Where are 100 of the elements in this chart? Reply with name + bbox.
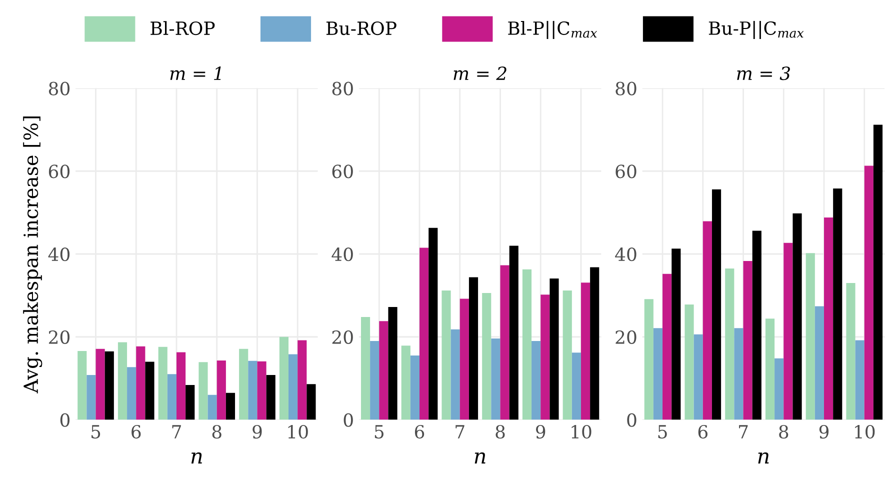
legend-label: Bl-P||C$_{max}$: [508, 20, 598, 39]
bar: [370, 341, 380, 420]
bar: [86, 375, 96, 420]
x-tick-label: 6: [414, 424, 424, 439]
bar: [78, 350, 87, 420]
x-tick-label: 6: [698, 424, 708, 439]
x-tick-label: 5: [374, 425, 384, 439]
x-tick-label: 8: [779, 424, 788, 439]
bar: [572, 352, 581, 420]
bar: [208, 394, 217, 420]
legend-label: Bu-P||C$_{max}$: [708, 20, 804, 39]
y-tick-label: 60: [48, 164, 70, 178]
bar: [653, 328, 663, 420]
bar: [401, 346, 410, 420]
bar: [662, 274, 672, 420]
bar: [379, 321, 388, 420]
x-tick-label: 9: [536, 424, 546, 439]
bar: [725, 268, 734, 420]
bar: [306, 384, 316, 420]
bar: [239, 348, 248, 420]
bar: [442, 290, 451, 420]
y-axis-title: Avg. makespan increase [%]: [23, 116, 42, 394]
bar: [428, 228, 438, 420]
y-tick-label: 40: [615, 247, 636, 262]
x-tick-label: 10: [855, 424, 875, 439]
bar: [167, 374, 176, 420]
bar: [833, 188, 842, 420]
bar: [814, 306, 824, 420]
y-tick-label: 20: [48, 330, 70, 344]
x-axis-title: n: [191, 452, 202, 464]
x-axis-title: n: [474, 452, 486, 464]
bar: [509, 246, 518, 420]
bar: [127, 367, 136, 420]
bar: [410, 356, 420, 420]
x-tick-label: 8: [212, 424, 222, 439]
y-tick-label: 80: [616, 82, 636, 96]
bar: [590, 267, 600, 420]
x-axis-title: n: [758, 452, 769, 464]
x-tick-label: 7: [739, 425, 748, 438]
bar: [158, 346, 168, 420]
x-tick-label: 9: [819, 424, 829, 439]
chart-title: m = 2: [454, 66, 506, 80]
bar: [468, 277, 478, 420]
bar: [824, 218, 834, 420]
bar: [806, 253, 815, 420]
bar: [702, 221, 712, 420]
x-tick-label: 7: [456, 425, 464, 438]
bar: [792, 213, 802, 420]
bar: [522, 269, 532, 420]
bar: [532, 341, 541, 420]
bar: [136, 346, 146, 420]
bar: [540, 294, 550, 420]
bar: [684, 304, 694, 420]
bar: [562, 290, 572, 420]
bar: [855, 340, 864, 420]
bar: [257, 361, 266, 420]
y-tick-label: 0: [60, 413, 70, 427]
bar: [176, 352, 186, 420]
bar: [216, 360, 226, 420]
bar: [774, 358, 784, 420]
bar: [145, 362, 154, 420]
bar: [388, 307, 398, 420]
bar: [550, 278, 559, 420]
bar: [765, 318, 775, 420]
bar: [694, 334, 703, 420]
legend-label: Bl-ROP: [150, 21, 215, 36]
legend-label: Bu-ROP: [326, 21, 396, 36]
bar: [712, 189, 722, 420]
bar: [644, 299, 654, 420]
bar: [743, 261, 752, 420]
x-tick-label: 5: [92, 425, 100, 439]
y-tick-label: 60: [332, 164, 353, 178]
bar: [873, 124, 883, 420]
bar: [420, 248, 429, 420]
bar: [482, 292, 492, 420]
y-tick-label: 80: [332, 82, 353, 96]
bar: [96, 348, 105, 420]
x-tick-label: 6: [132, 424, 141, 439]
bar: [186, 384, 195, 420]
y-tick-label: 0: [627, 413, 636, 427]
bar: [784, 242, 793, 420]
bar: [672, 248, 681, 420]
bar: [288, 354, 298, 420]
x-tick-label: 10: [288, 424, 308, 439]
bar: [864, 166, 874, 420]
y-tick-label: 40: [332, 247, 353, 262]
bar: [846, 283, 856, 420]
y-tick-label: 80: [48, 82, 70, 96]
bar: [198, 362, 208, 420]
bar: [460, 298, 469, 420]
chart-title: m = 1: [170, 66, 221, 80]
bar: [226, 392, 236, 420]
bar: [279, 336, 289, 420]
y-tick-label: 20: [332, 330, 353, 344]
x-tick-label: 7: [172, 425, 181, 438]
bar: [734, 328, 744, 420]
bar: [248, 360, 258, 420]
bar: [752, 230, 762, 420]
x-tick-label: 8: [496, 424, 505, 439]
bar: [298, 340, 307, 420]
